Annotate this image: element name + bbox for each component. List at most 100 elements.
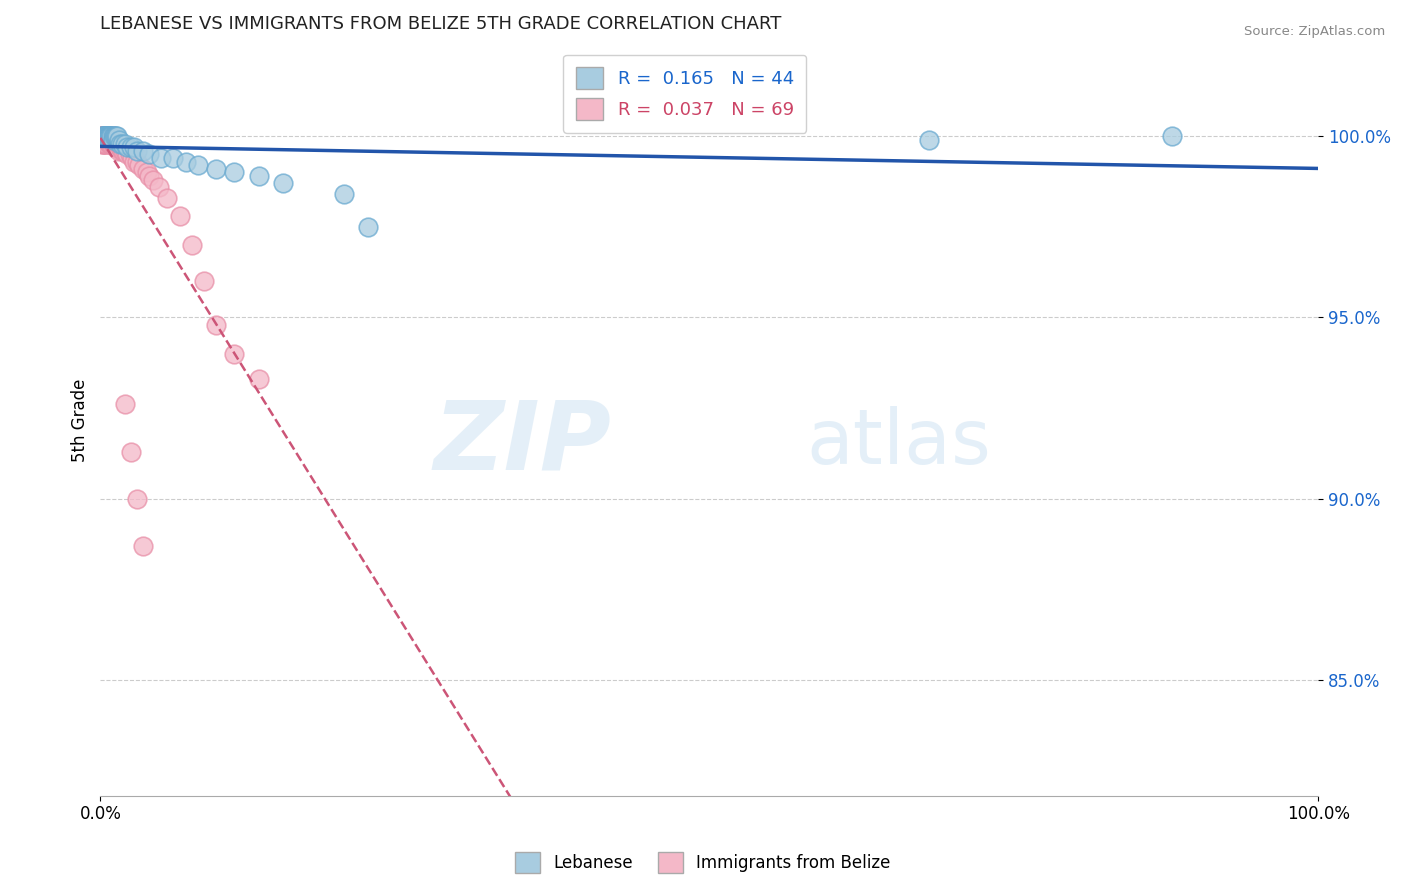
Point (94, 129, 117, 144)
Point (94, 129, 117, 144)
Point (114, 144, 136, 158)
Point (91, 129, 114, 144)
Point (97, 129, 120, 144)
Point (1161, 129, 1184, 144)
Point (97, 133, 120, 147)
Point (97, 129, 120, 144)
Point (101, 129, 124, 144)
Point (97, 129, 120, 144)
Point (125, 144, 148, 158)
Point (93, 133, 115, 147)
Point (98, 133, 121, 147)
Point (100, 129, 122, 144)
Y-axis label: 5th Grade: 5th Grade (72, 379, 89, 462)
Point (135, 165, 157, 179)
Point (112, 144, 135, 158)
Point (94, 129, 117, 144)
Point (132, 539, 155, 553)
Point (205, 161, 228, 176)
Point (108, 140, 131, 154)
Point (107, 133, 129, 147)
Point (107, 140, 129, 154)
Point (180, 238, 202, 252)
Point (91, 129, 114, 144)
Point (114, 136, 136, 151)
Point (104, 129, 127, 144)
Point (120, 444, 142, 458)
Point (174, 154, 197, 169)
Point (97, 129, 120, 144)
Point (120, 140, 142, 154)
Text: Source: ZipAtlas.com: Source: ZipAtlas.com (1244, 25, 1385, 38)
Point (108, 136, 131, 151)
Point (93, 129, 115, 144)
Point (100, 129, 122, 144)
Point (125, 154, 148, 169)
Point (98, 129, 121, 144)
Point (142, 173, 165, 187)
Point (271, 177, 294, 191)
Text: ZIP: ZIP (434, 397, 612, 490)
Point (111, 144, 134, 158)
Point (97, 136, 120, 151)
Point (103, 129, 125, 144)
Point (96, 129, 118, 144)
Point (357, 219, 380, 234)
Point (90, 129, 112, 144)
Point (90, 129, 112, 144)
Point (138, 169, 160, 183)
Point (224, 165, 246, 179)
Point (247, 372, 270, 386)
Point (121, 151, 143, 165)
Point (132, 161, 155, 176)
Point (103, 133, 125, 147)
Legend: Lebanese, Immigrants from Belize: Lebanese, Immigrants from Belize (509, 846, 897, 880)
Point (90, 129, 112, 144)
Point (132, 144, 155, 158)
Point (97, 129, 120, 144)
Legend: R =  0.165   N = 44, R =  0.037   N = 69: R = 0.165 N = 44, R = 0.037 N = 69 (564, 54, 807, 133)
Point (150, 151, 173, 165)
Point (101, 136, 124, 151)
Point (101, 129, 124, 144)
Point (111, 136, 134, 151)
Point (115, 140, 138, 154)
Point (91, 129, 114, 144)
Point (101, 133, 124, 147)
Point (96, 129, 118, 144)
Point (93, 129, 115, 144)
Point (93, 129, 115, 144)
Point (96, 136, 118, 151)
Point (98, 129, 121, 144)
Point (97, 129, 120, 144)
Point (90, 129, 112, 144)
Point (169, 209, 191, 223)
Point (247, 169, 270, 183)
Point (148, 180, 170, 194)
Text: LEBANESE VS IMMIGRANTS FROM BELIZE 5TH GRADE CORRELATION CHART: LEBANESE VS IMMIGRANTS FROM BELIZE 5TH G… (100, 15, 782, 33)
Point (96, 129, 118, 144)
Point (100, 136, 122, 151)
Point (104, 140, 127, 154)
Point (107, 140, 129, 154)
Point (128, 158, 150, 172)
Text: atlas: atlas (807, 406, 991, 480)
Point (125, 491, 148, 506)
Point (90, 136, 112, 151)
Point (124, 140, 146, 154)
Point (118, 147, 141, 161)
Point (105, 129, 128, 144)
Point (162, 151, 184, 165)
Point (107, 129, 129, 144)
Point (104, 133, 127, 147)
Point (98, 129, 121, 144)
Point (97, 133, 120, 147)
Point (103, 136, 125, 151)
Point (917, 133, 939, 147)
Point (187, 158, 209, 172)
Point (93, 129, 115, 144)
Point (105, 136, 128, 151)
Point (93, 136, 115, 151)
Point (333, 187, 356, 202)
Point (96, 133, 118, 147)
